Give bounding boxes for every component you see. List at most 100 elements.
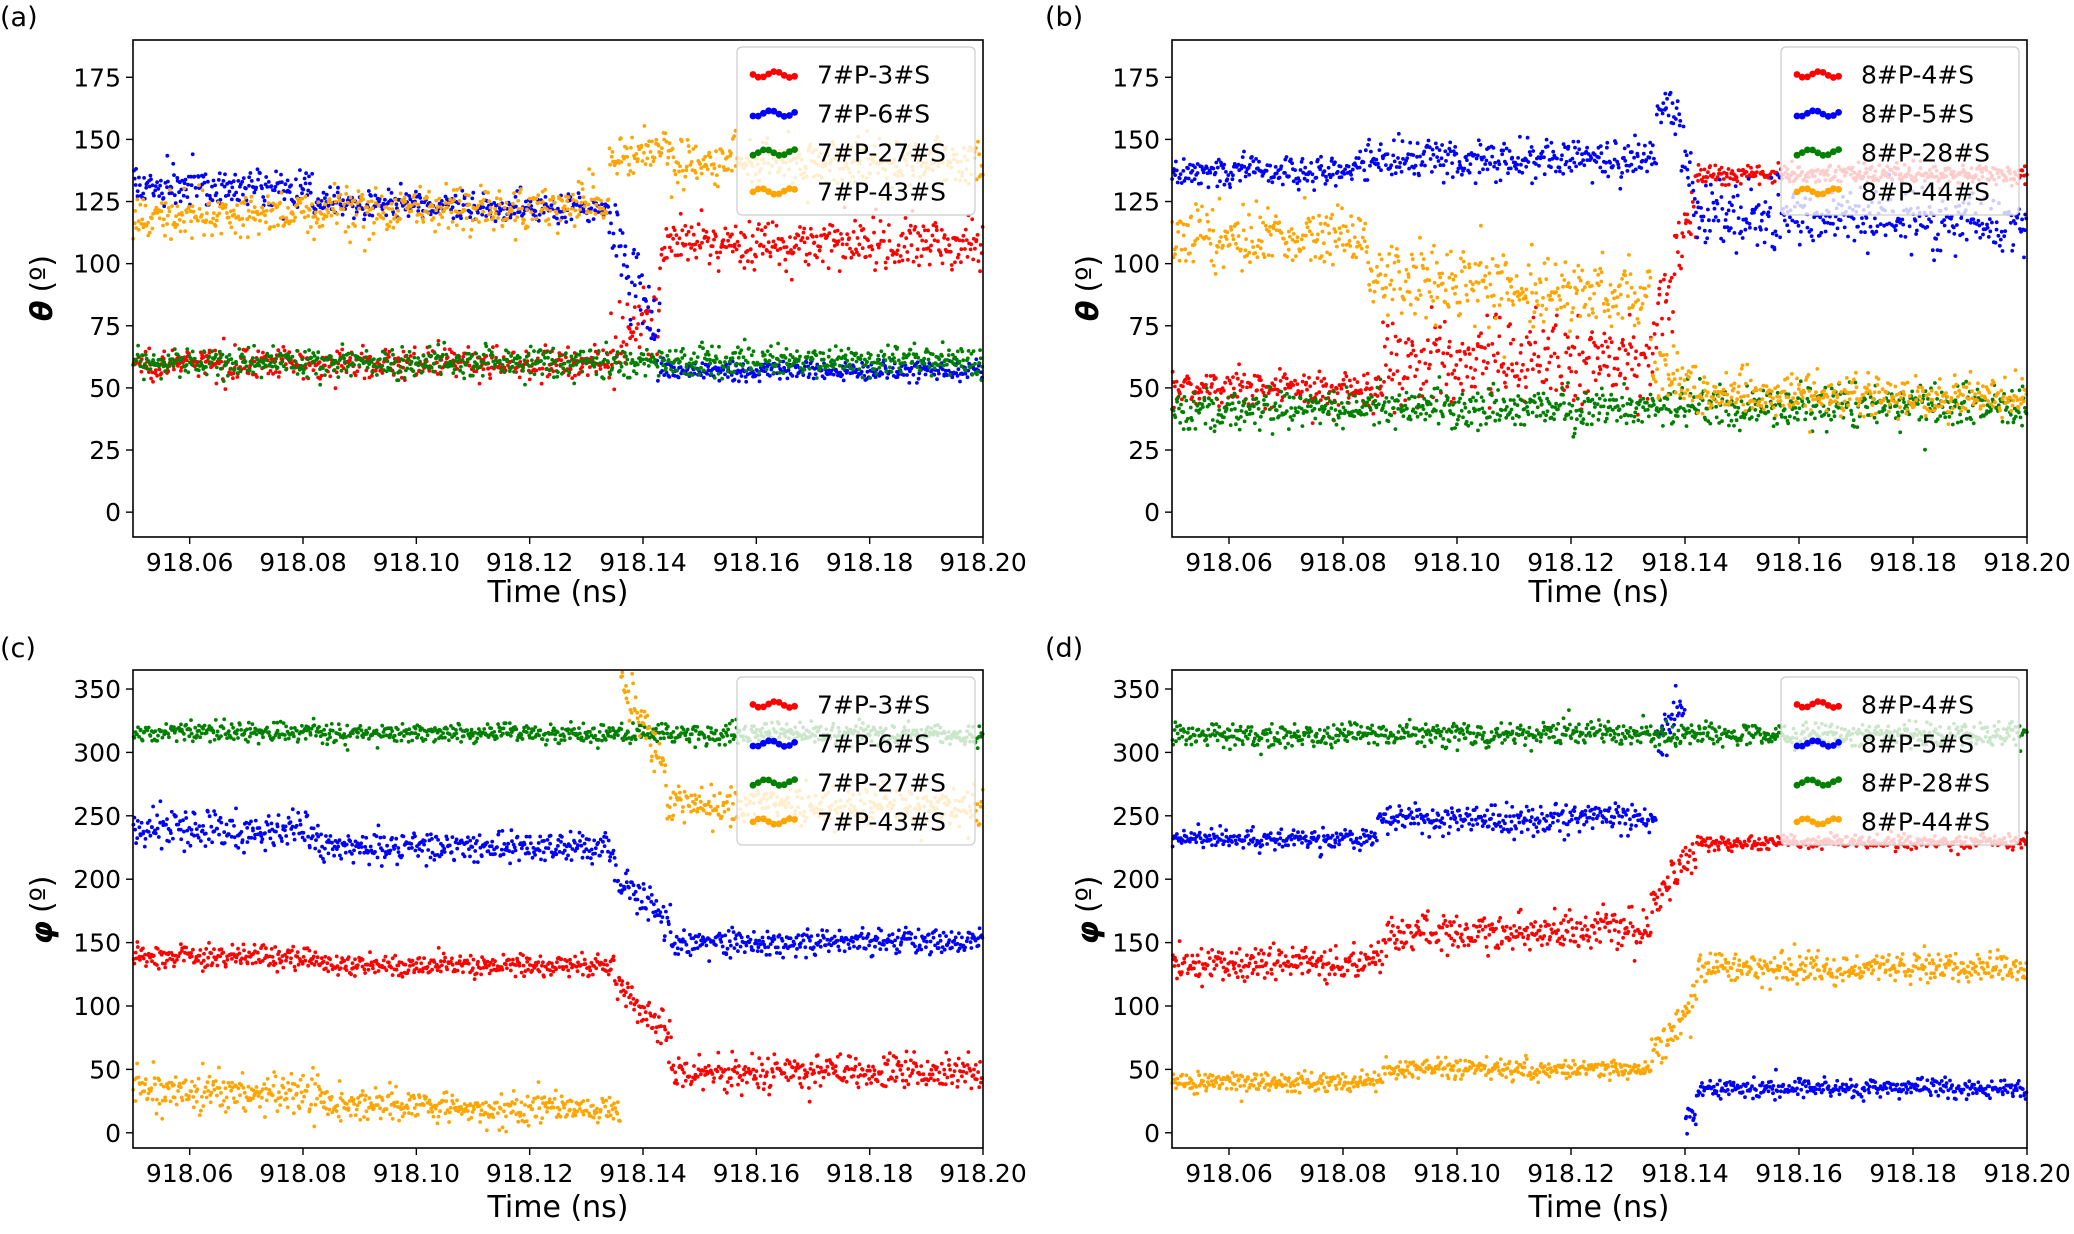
- data-point: [610, 365, 615, 370]
- data-point: [579, 200, 584, 205]
- data-point: [207, 193, 212, 198]
- data-point: [537, 367, 542, 371]
- data-point: [216, 178, 221, 182]
- data-point: [620, 231, 625, 235]
- data-point: [1245, 385, 1249, 390]
- data-point: [1468, 365, 1473, 370]
- data-point: [932, 366, 937, 370]
- data-point: [1484, 158, 1489, 163]
- data-point: [884, 369, 889, 374]
- data-point: [854, 247, 858, 252]
- data-point: [419, 370, 424, 375]
- data-point: [416, 202, 421, 207]
- data-point: [1524, 335, 1529, 339]
- data-point: [1186, 166, 1190, 171]
- data-point: [177, 190, 182, 195]
- data-point: [383, 197, 387, 202]
- data-point: [629, 145, 633, 150]
- data-point: [723, 360, 727, 364]
- data-point: [217, 349, 222, 354]
- data-point: [958, 379, 962, 384]
- data-point: [530, 217, 535, 222]
- data-point: [300, 191, 304, 196]
- data-point: [1283, 372, 1287, 377]
- data-point: [263, 213, 267, 218]
- data-point: [182, 186, 187, 191]
- data-point: [349, 202, 354, 207]
- data-point: [1193, 165, 1197, 170]
- data-point: [485, 206, 489, 211]
- data-point: [516, 207, 521, 211]
- data-point: [1213, 170, 1218, 175]
- data-point: [876, 353, 881, 358]
- data-point: [683, 242, 688, 247]
- data-point: [657, 308, 661, 313]
- data-point: [270, 364, 275, 369]
- data-point: [549, 362, 554, 367]
- data-point: [372, 357, 376, 361]
- data-point: [1545, 144, 1550, 149]
- data-point: [566, 195, 571, 200]
- data-point: [594, 372, 599, 377]
- data-point: [805, 355, 810, 359]
- data-point: [209, 220, 214, 225]
- data-point: [1615, 356, 1619, 361]
- data-point: [1403, 398, 1408, 403]
- data-point: [220, 182, 224, 187]
- data-point: [1357, 165, 1362, 170]
- data-point: [552, 200, 557, 205]
- data-point: [1531, 149, 1536, 153]
- data-point: [455, 214, 459, 219]
- data-point: [748, 247, 753, 252]
- data-point: [194, 194, 199, 198]
- data-point: [675, 241, 680, 246]
- data-point: [1395, 369, 1400, 373]
- data-point: [302, 367, 306, 372]
- data-point: [366, 189, 371, 193]
- data-point: [536, 360, 540, 365]
- data-point: [902, 360, 907, 365]
- data-point: [1524, 164, 1529, 169]
- data-point: [580, 181, 584, 186]
- data-point: [927, 365, 932, 369]
- data-point: [275, 365, 280, 370]
- data-point: [660, 369, 664, 373]
- data-point: [885, 376, 890, 380]
- data-point: [1421, 381, 1426, 386]
- data-point: [295, 372, 300, 376]
- data-point: [600, 202, 604, 207]
- data-point: [641, 285, 646, 290]
- data-point: [611, 348, 615, 353]
- data-point: [324, 368, 329, 373]
- data-point: [1336, 403, 1341, 407]
- data-point: [704, 164, 709, 168]
- data-point: [773, 243, 778, 247]
- data-point: [632, 247, 636, 252]
- data-point: [778, 359, 782, 364]
- data-point: [1494, 312, 1498, 317]
- data-point: [1529, 358, 1534, 363]
- data-point: [171, 364, 176, 369]
- data-point: [843, 255, 848, 260]
- data-point: [451, 371, 456, 375]
- data-point: [252, 190, 257, 195]
- data-point: [1453, 375, 1458, 380]
- data-point: [810, 357, 815, 361]
- data-point: [469, 354, 474, 358]
- data-point: [724, 245, 729, 250]
- data-point: [1450, 161, 1454, 166]
- data-point: [1257, 159, 1261, 164]
- data-point: [416, 209, 421, 213]
- data-point: [385, 227, 389, 232]
- data-point: [614, 354, 619, 359]
- data-point: [686, 257, 690, 262]
- data-point: [1389, 163, 1394, 168]
- data-point: [188, 356, 193, 361]
- data-point: [679, 253, 683, 257]
- data-point: [177, 218, 182, 222]
- data-point: [457, 358, 462, 362]
- data-point: [1475, 153, 1480, 158]
- data-point: [1422, 149, 1427, 154]
- data-point: [547, 372, 552, 377]
- data-point: [627, 162, 631, 167]
